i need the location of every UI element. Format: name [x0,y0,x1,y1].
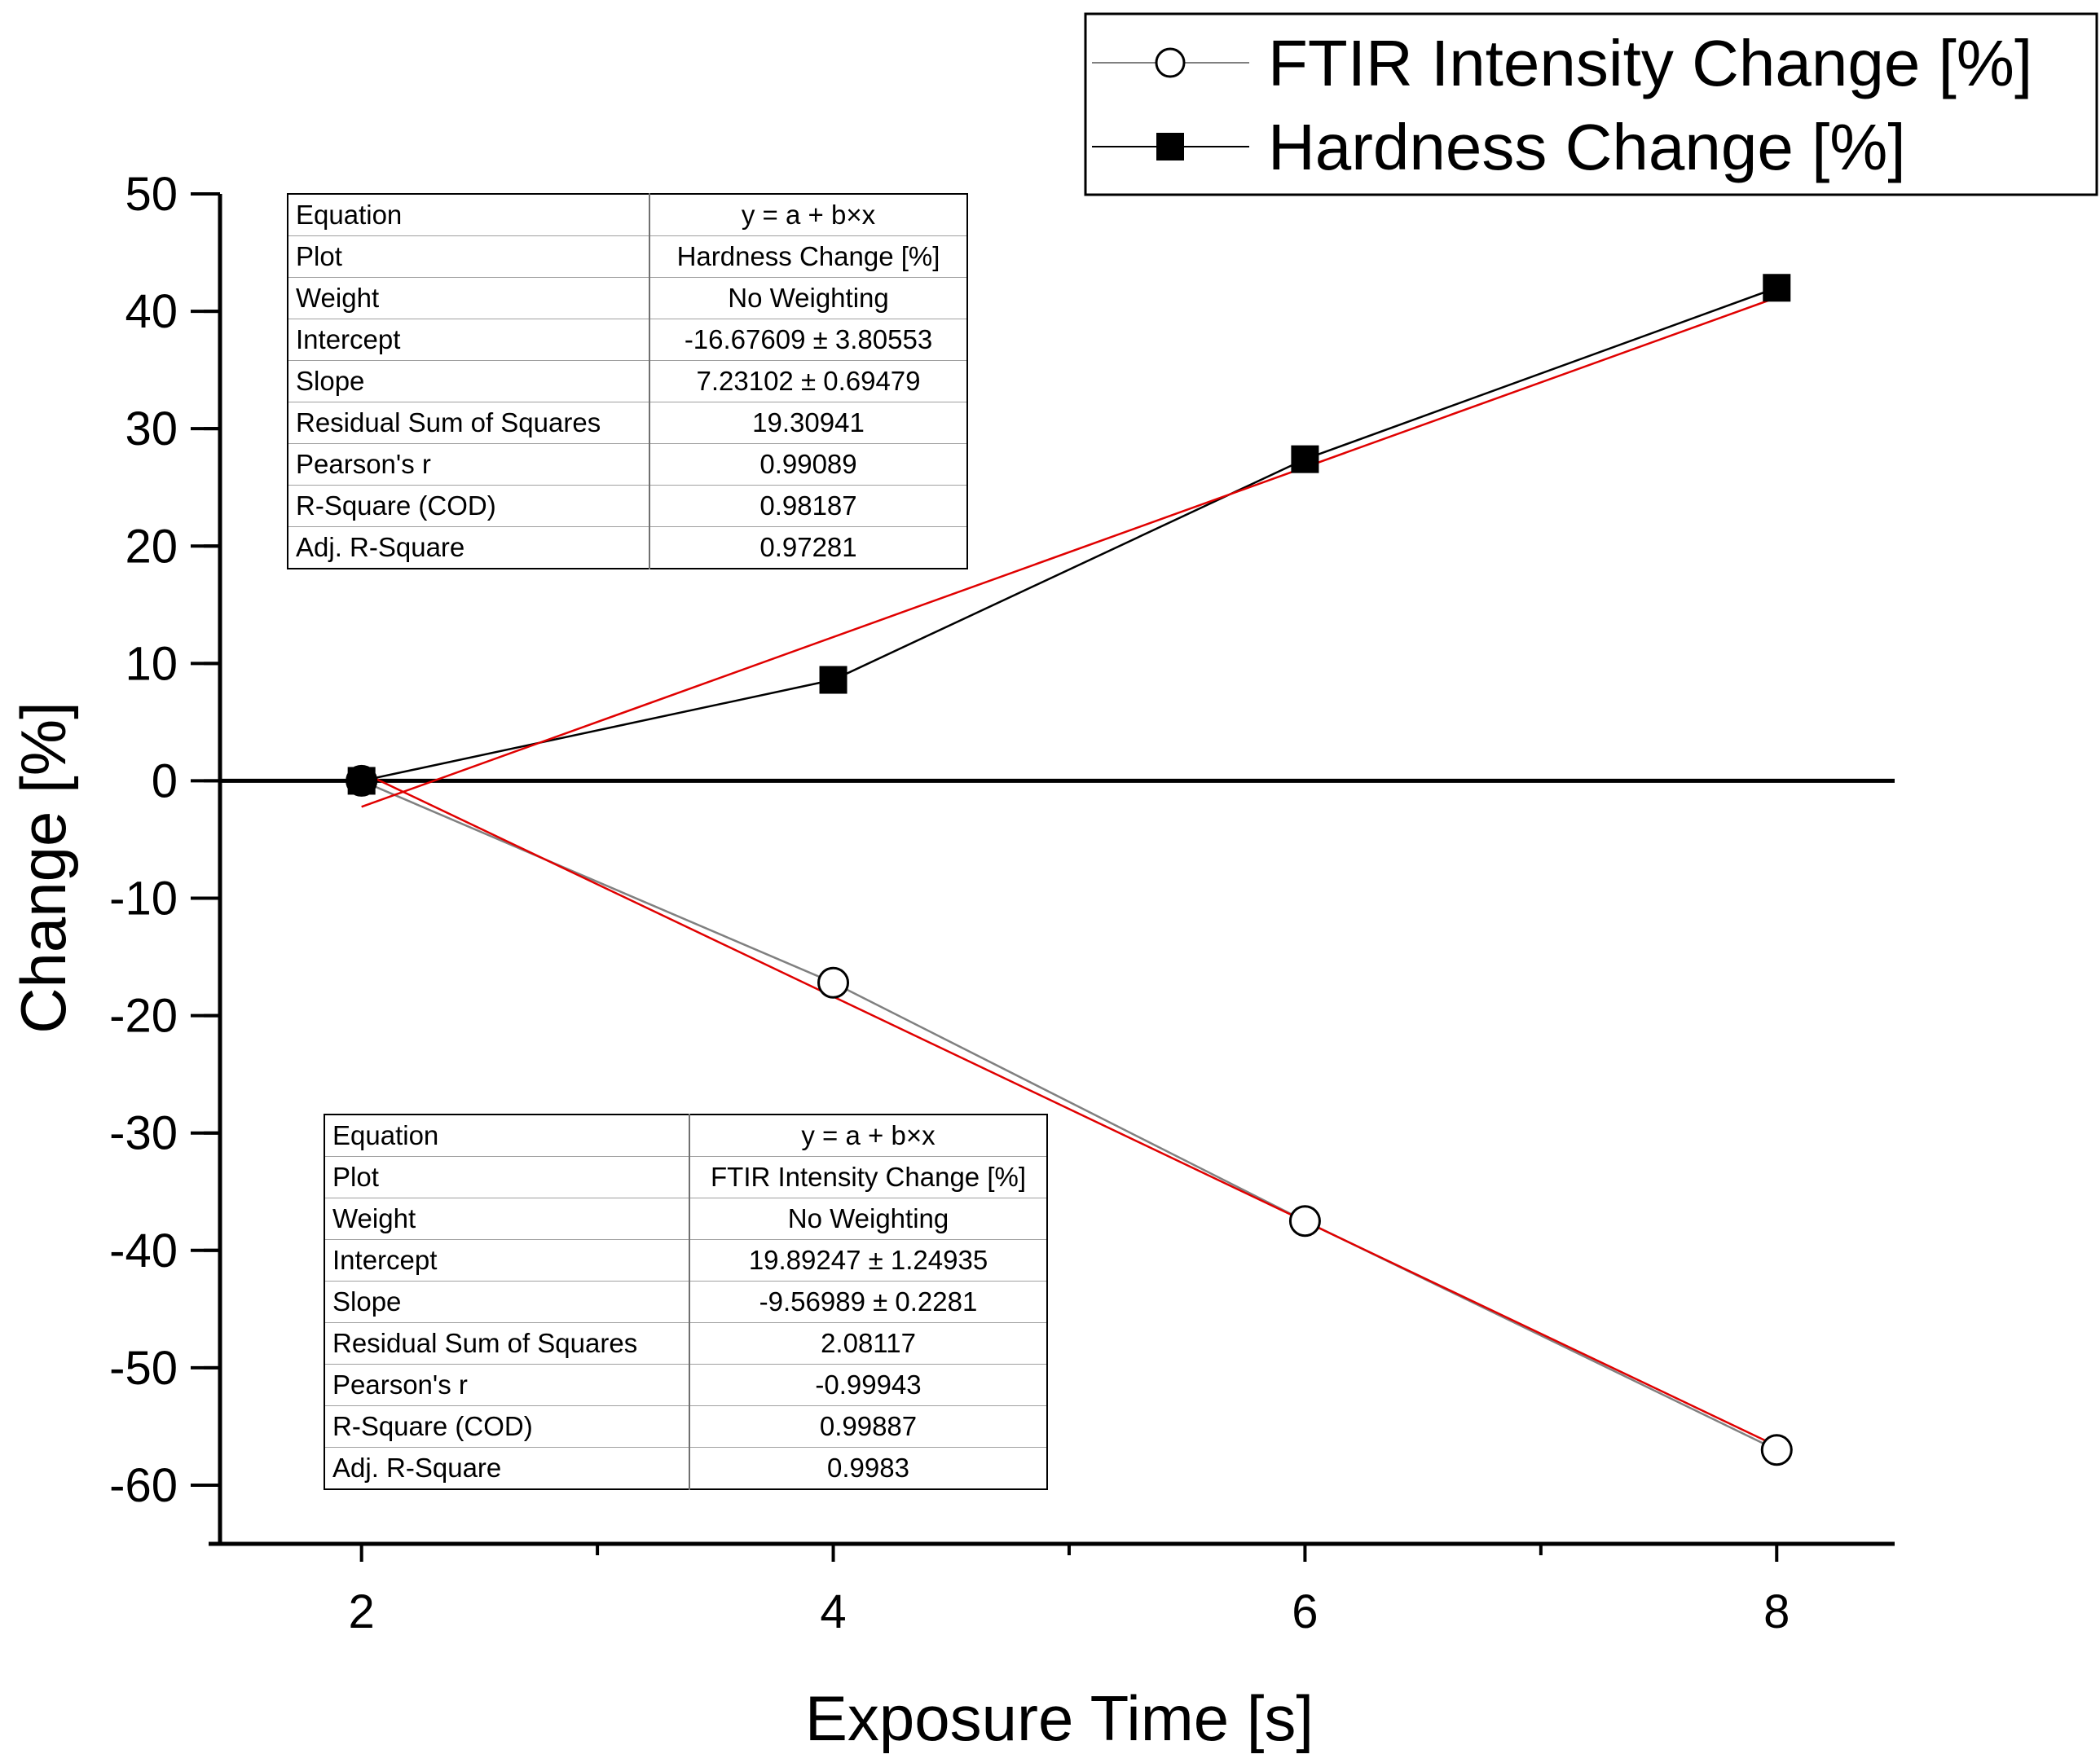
fit-table-row: Adj. R-Square 0.9983 [324,1447,1048,1490]
y-tick-label: -30 [109,1107,178,1160]
y-tick-label: -40 [109,1224,178,1277]
y-tick-label: -20 [109,990,178,1043]
series-lines [361,287,1777,1451]
fit-param-name: R-Square (COD) [287,485,650,527]
fit-table-row: Equation y = a + b×x [324,1114,1048,1157]
fit-table-row: Intercept 19.89247 ± 1.24935 [324,1239,1048,1282]
series-line-hardness [361,287,1777,782]
fit-line-ftir [361,771,1777,1448]
legend-marker-ftir [1155,47,1186,78]
fit-param-name: Intercept [324,1239,690,1282]
y-tick-label: -50 [109,1342,178,1395]
y-axis-title: Change [%] [7,701,79,1034]
x-tick-label: 2 [349,1585,375,1638]
series-line-ftir [361,780,1777,1451]
data-point-hardness [347,767,376,795]
fit-table-row: R-Square (COD) 0.98187 [287,485,968,527]
legend-label-ftir: FTIR Intensity Change [%] [1268,27,2032,99]
fit-param-name: R-Square (COD) [324,1405,690,1448]
fit-table-row: Slope -9.56989 ± 0.2281 [324,1281,1048,1323]
fit-param-value: 0.9983 [689,1447,1048,1490]
fit-param-value: 0.99887 [689,1405,1048,1448]
y-tick-label: 20 [125,520,178,573]
data-point-hardness [819,666,847,694]
fit-param-value: y = a + b×x [689,1114,1048,1157]
fit-table-row: Equation y = a + b×x [287,193,968,236]
fit-param-value: No Weighting [689,1198,1048,1240]
series-markers [346,274,1793,1466]
fit-table-row: Residual Sum of Squares 2.08117 [324,1322,1048,1365]
fit-param-value: -9.56989 ± 0.2281 [689,1281,1048,1323]
fit-param-value: No Weighting [649,277,968,319]
fit-param-value: 7.23102 ± 0.69479 [649,360,968,402]
fit-param-value: 0.99089 [649,443,968,486]
fit-table-row: Residual Sum of Squares 19.30941 [287,402,968,444]
fit-param-name: Weight [324,1198,690,1240]
fit-param-value: 19.30941 [649,402,968,444]
fit-param-name: Residual Sum of Squares [324,1322,690,1365]
y-tick-label: 50 [125,168,178,221]
legend-box [1084,12,2098,196]
fit-param-name: Slope [287,360,650,402]
fit-table-row: Plot FTIR Intensity Change [%] [324,1156,1048,1198]
data-point-ftir [1288,1205,1321,1238]
axes: 50 40 30 20 10 0 -10 -20 -30 -40 -50 -60 2 4 6 8 [109,168,1895,1638]
fit-param-name: Intercept [287,319,650,361]
x-tick-label: 8 [1763,1585,1790,1638]
fit-param-value: 0.97281 [649,526,968,569]
fit-param-name: Plot [324,1156,690,1198]
data-point-ftir [817,966,850,999]
fit-table-row: R-Square (COD) 0.99887 [324,1405,1048,1448]
data-point-hardness [1291,445,1319,473]
fit-table-row: Adj. R-Square 0.97281 [287,526,968,569]
fit-param-name: Pearson's r [324,1364,690,1406]
fit-param-value: FTIR Intensity Change [%] [689,1156,1048,1198]
fit-param-value: y = a + b×x [649,193,968,236]
data-point-hardness [1763,274,1791,302]
y-tick-label: -60 [109,1459,178,1512]
legend-marker-hardness [1156,133,1184,160]
fit-param-name: Plot [287,235,650,278]
fit-param-name: Adj. R-Square [324,1447,690,1490]
fit-table-row: Pearson's r -0.99943 [324,1364,1048,1406]
fit-table-row: Plot Hardness Change [%] [287,235,968,278]
x-tick-label: 6 [1292,1585,1318,1638]
fit-param-name: Adj. R-Square [287,526,650,569]
fit-param-name: Pearson's r [287,443,650,486]
fit-param-value: -0.99943 [689,1364,1048,1406]
fit-table-row: Pearson's r 0.99089 [287,443,968,486]
y-tick-label: -10 [109,873,178,925]
y-tick-label: 30 [125,402,178,455]
fit-param-name: Equation [324,1114,690,1157]
fit-table-row: Slope 7.23102 ± 0.69479 [287,360,968,402]
fit-param-value: -16.67609 ± 3.80553 [649,319,968,361]
x-axis-title: Exposure Time [s] [805,1682,1314,1754]
fit-stats-table-hardness: Equation y = a + b×x Plot Hardness Change [… [287,193,968,569]
fit-table-row: Weight No Weighting [324,1198,1048,1240]
y-tick-label: 40 [125,285,178,338]
fit-param-value: 19.89247 ± 1.24935 [689,1239,1048,1282]
y-tick-label: 0 [152,754,178,807]
fit-param-value: 2.08117 [689,1322,1048,1365]
legend-label-hardness: Hardness Change [%] [1268,111,1906,183]
fit-param-name: Residual Sum of Squares [287,402,650,444]
fit-param-name: Equation [287,193,650,236]
fit-table-row: Intercept -16.67609 ± 3.80553 [287,319,968,361]
data-point-ftir [1760,1434,1793,1466]
fit-param-value: 0.98187 [649,485,968,527]
fit-stats-table-ftir: Equation y = a + b×x Plot FTIR Intensity Ch… [324,1114,1048,1490]
y-tick-label: 10 [125,637,178,690]
fit-table-row: Weight No Weighting [287,277,968,319]
fit-line-hardness [361,297,1777,808]
legend: FTIR Intensity Change [%] Hardness Chang… [1084,12,2098,196]
fit-param-value: Hardness Change [%] [649,235,968,278]
fit-param-name: Weight [287,277,650,319]
x-tick-label: 4 [820,1585,846,1638]
fit-param-name: Slope [324,1281,690,1323]
